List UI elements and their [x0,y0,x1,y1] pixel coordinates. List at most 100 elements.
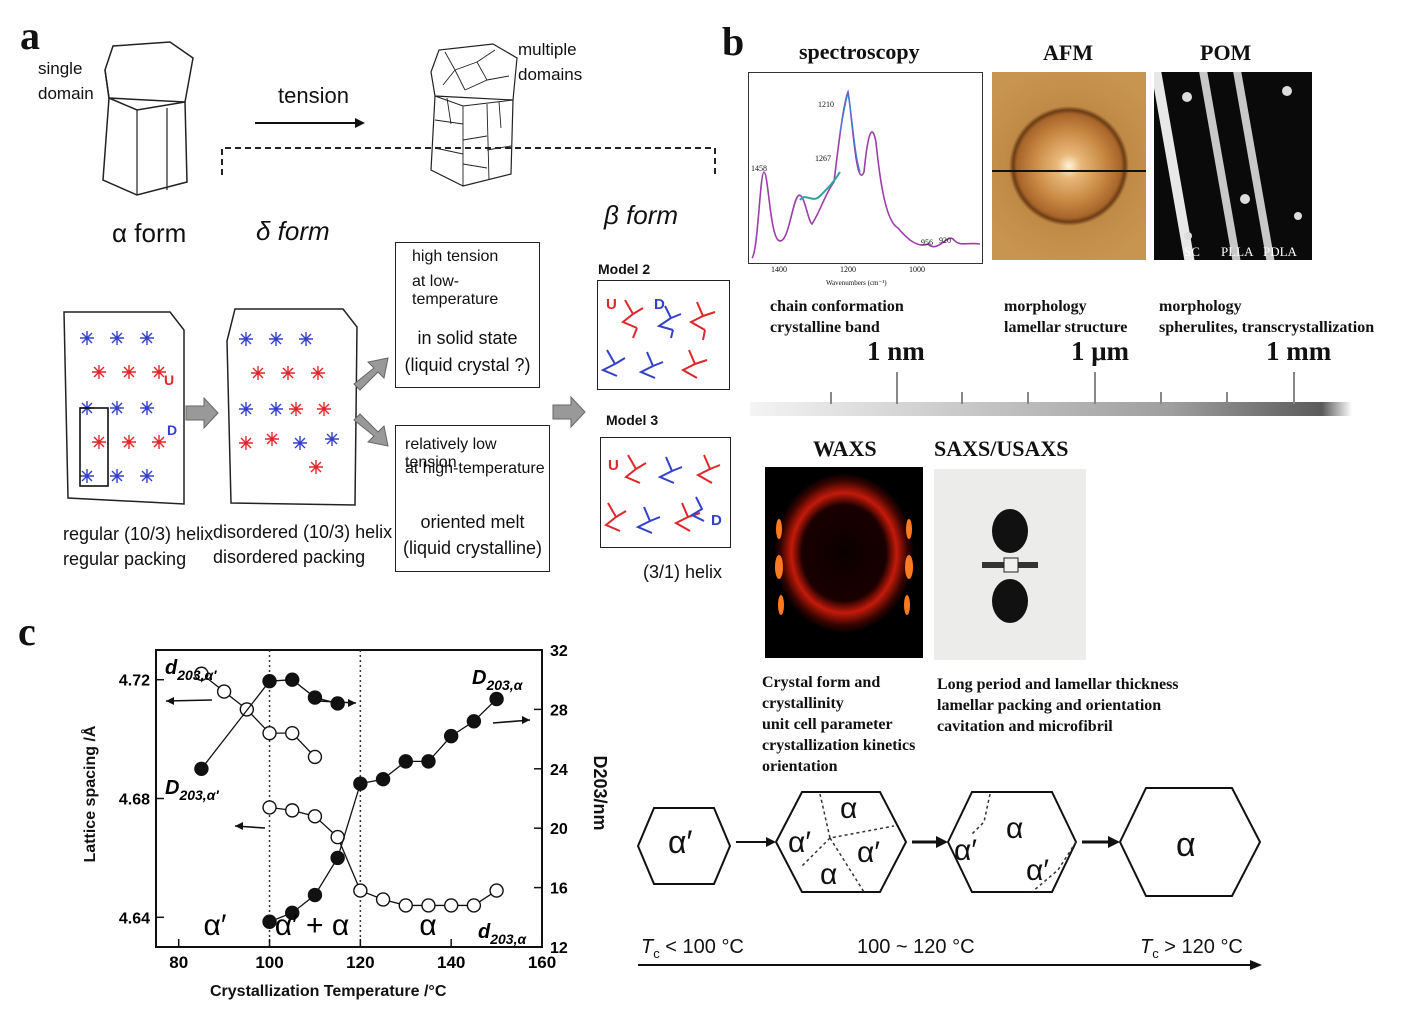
data-point [194,666,209,681]
data-point [307,749,323,765]
spectrum-tick-1400: 1400 [771,265,787,274]
saxs-pattern [982,509,1038,623]
saxs-desc: Long period and lamellar thickness lamel… [937,674,1179,737]
temp-left-label: Tc < 100 °C [641,936,744,961]
arrow-right-2-head [522,716,530,724]
data-point [285,803,300,818]
spec-desc-2: crystalline band [770,319,880,336]
data-point [489,691,504,707]
helix31-label: (3/1) helix [643,562,723,582]
low-tension-line1: relatively low tension [405,436,497,471]
data-point [307,690,323,705]
pom-spherulite [1294,212,1302,220]
gray-arrow-1 [185,396,219,430]
pom-spherulite [1240,194,1250,204]
saxs-desc-3: cavitation and microfibril [937,718,1113,735]
hex1-label: α′ [668,824,693,860]
afm-desc: morphology lamellar structure [1004,296,1127,338]
series-label-3: d203,α [478,921,527,947]
high-tension-line2: at low-temperature [412,273,499,308]
region-label-alpha-prime: α′ [204,909,227,942]
panel-a-letter: a [20,13,40,58]
y-left-tick-label: 4.72 [119,673,150,690]
data-point [262,673,277,689]
pom-desc: morphology spherulites, transcrystalliza… [1159,296,1374,338]
data-point [466,898,482,913]
high-tension-line3: in solid state [417,328,518,348]
waxs-desc-5: orientation [762,758,838,775]
model2-label: Model 2 [598,261,651,277]
temp-left-text: < 100 °C [659,936,744,958]
region-label-mixed: α′ + α [275,909,350,942]
multiple-label: multiple [518,40,577,59]
gray-arrow-down [353,413,389,447]
hex2-alpha-prime-right: α′ [857,836,880,869]
y-right-tick-label: 16 [550,881,568,898]
spec-desc: chain conformation crystalline band [770,296,904,338]
peak-1210: 1210 [818,100,834,109]
scale-bar [750,402,1352,416]
series-line-1 [269,806,497,907]
arrow-left-1-head [166,697,174,705]
peak-1267: 1267 [815,154,831,163]
peak-920: 920 [939,236,951,245]
hex3-alpha-prime-right: α′ [1026,854,1049,887]
y-right-tick-label: 32 [550,643,568,660]
temp-right-T: T [1140,936,1153,958]
chart-ylabel-left: Lattice spacing /Å [82,725,99,863]
domains-label: domains [518,65,583,84]
single-label: single [38,59,83,78]
panel-c-chart: 80 100 120 140 160 4.64 4.68 4.72 12 16 20 24 28 32 α′… [119,643,568,972]
disordered-caption: disordered (10/3) helix disordered packi… [213,520,392,570]
chart-ylabel-right: D203/nm [590,755,610,831]
waxs-title: WAXS [813,436,877,461]
spec-desc-1: chain conformation [770,298,904,315]
afm-image [992,72,1146,260]
high-tension-line4: (liquid crystal ?) [404,355,531,375]
x-tick-label: 80 [169,953,188,972]
y-right-tick-label: 12 [550,940,568,957]
beta-form-label: β form [604,200,679,230]
pom-label-pdla: PDLA [1263,244,1297,259]
dashed-bracket [221,147,716,175]
model2-box [597,280,730,390]
y-right-tick-label: 24 [550,762,568,779]
data-point [330,850,345,866]
waxs-desc-3: unit cell parameter [762,716,893,733]
chart-xlabel: Crystallization Temperature /°C [210,983,447,1000]
data-point [307,887,323,903]
hexagon-2 [774,791,908,893]
series-label-1: D203,α′ [165,777,219,803]
series-label-2: D203,α [472,667,524,693]
pom-title: POM [1200,40,1252,65]
data-point [216,684,232,699]
domain-label: domain [38,84,94,103]
scale-1nm: 1 nm [867,336,925,366]
spectrum-xlabel: Wavenumbers (cm⁻¹) [826,279,887,287]
afm-desc-1: morphology [1004,298,1087,315]
data-point [194,761,209,777]
waxs-reflections [775,519,913,615]
y-left-tick-label: 4.68 [119,792,150,809]
pom-fiber-pdla [1231,72,1277,260]
regular-line1: regular (10/3) helix [63,524,214,544]
regular-caption: regular (10/3) helix regular packing [63,522,213,572]
data-point [398,754,413,769]
afm-desc-2: lamellar structure [1004,319,1128,336]
model3-label: Model 3 [606,412,659,428]
multiple-domains-crystal [430,43,518,187]
multiple-domains-label: multiple domains [518,37,582,87]
x-tick-label: 160 [528,953,556,972]
regular-packing-box [63,311,185,505]
data-point [285,725,300,741]
temp-right-c: c [1152,946,1159,961]
tension-arrow [255,118,365,128]
x-tick-label: 100 [255,953,283,972]
y-left-tick-label: 4.64 [119,910,150,927]
hex2-alpha-prime-left: α′ [788,826,811,859]
model3-box [600,437,731,548]
spectroscopy-title: spectroscopy [799,39,920,64]
model2-u: U [606,296,617,313]
data-point [443,728,459,744]
waxs-desc: Crystal form and crystallinity unit cell… [762,672,915,777]
